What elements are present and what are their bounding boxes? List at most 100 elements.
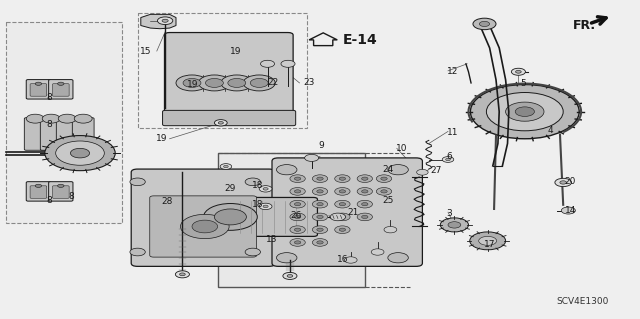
Circle shape bbox=[220, 164, 232, 169]
Circle shape bbox=[357, 200, 372, 208]
Text: 18: 18 bbox=[252, 200, 263, 209]
Circle shape bbox=[259, 186, 272, 192]
Circle shape bbox=[281, 60, 295, 67]
Text: 16: 16 bbox=[337, 256, 349, 264]
Text: 27: 27 bbox=[430, 166, 442, 175]
Text: 22: 22 bbox=[267, 78, 278, 87]
Circle shape bbox=[157, 17, 173, 25]
Circle shape bbox=[180, 273, 185, 276]
FancyBboxPatch shape bbox=[26, 80, 51, 99]
Circle shape bbox=[45, 136, 115, 171]
Circle shape bbox=[362, 177, 368, 180]
Circle shape bbox=[180, 214, 229, 239]
Circle shape bbox=[445, 158, 451, 161]
Circle shape bbox=[290, 213, 305, 221]
Circle shape bbox=[162, 19, 168, 22]
Text: 15: 15 bbox=[140, 47, 152, 56]
Text: 29: 29 bbox=[225, 184, 236, 193]
Circle shape bbox=[223, 165, 228, 168]
Text: 24: 24 bbox=[382, 165, 394, 174]
Circle shape bbox=[381, 177, 387, 180]
Circle shape bbox=[335, 213, 350, 221]
FancyBboxPatch shape bbox=[30, 84, 47, 96]
Text: 10: 10 bbox=[396, 144, 407, 153]
Circle shape bbox=[388, 253, 408, 263]
Circle shape bbox=[479, 21, 490, 26]
Circle shape bbox=[214, 120, 227, 126]
Circle shape bbox=[357, 213, 372, 221]
Circle shape bbox=[339, 203, 346, 206]
Circle shape bbox=[176, 75, 208, 91]
Text: 13: 13 bbox=[266, 235, 278, 244]
Circle shape bbox=[511, 68, 525, 75]
Text: 26: 26 bbox=[290, 211, 301, 220]
Circle shape bbox=[335, 226, 350, 234]
Circle shape bbox=[198, 75, 230, 91]
Circle shape bbox=[339, 177, 346, 180]
Circle shape bbox=[344, 257, 357, 263]
Text: 25: 25 bbox=[382, 197, 394, 205]
Circle shape bbox=[204, 204, 257, 230]
Text: 3: 3 bbox=[447, 209, 452, 218]
Circle shape bbox=[335, 175, 350, 182]
Circle shape bbox=[74, 114, 92, 123]
FancyBboxPatch shape bbox=[52, 186, 69, 198]
Text: 19: 19 bbox=[187, 80, 198, 89]
FancyBboxPatch shape bbox=[24, 118, 46, 150]
Circle shape bbox=[448, 222, 461, 228]
Circle shape bbox=[335, 188, 350, 195]
Circle shape bbox=[294, 228, 301, 231]
FancyBboxPatch shape bbox=[56, 118, 78, 150]
Circle shape bbox=[317, 203, 323, 206]
Text: 11: 11 bbox=[447, 128, 458, 137]
Circle shape bbox=[294, 177, 301, 180]
Circle shape bbox=[362, 190, 368, 193]
Circle shape bbox=[305, 154, 319, 161]
Text: 8: 8 bbox=[47, 120, 52, 129]
Circle shape bbox=[58, 82, 64, 85]
Text: 17: 17 bbox=[484, 241, 495, 249]
Circle shape bbox=[516, 70, 521, 73]
Circle shape bbox=[245, 178, 260, 186]
FancyBboxPatch shape bbox=[72, 118, 94, 150]
Circle shape bbox=[243, 75, 275, 91]
Circle shape bbox=[263, 205, 268, 208]
Text: 8: 8 bbox=[68, 192, 74, 201]
Circle shape bbox=[58, 114, 76, 123]
Circle shape bbox=[56, 141, 104, 165]
Circle shape bbox=[130, 248, 145, 256]
Circle shape bbox=[381, 190, 387, 193]
Circle shape bbox=[276, 253, 297, 263]
Text: 23: 23 bbox=[303, 78, 315, 87]
Circle shape bbox=[515, 107, 534, 116]
Circle shape bbox=[26, 114, 44, 123]
Circle shape bbox=[561, 207, 575, 214]
Text: 4: 4 bbox=[547, 126, 553, 135]
Circle shape bbox=[335, 200, 350, 208]
Text: 19: 19 bbox=[156, 134, 167, 143]
Circle shape bbox=[276, 165, 297, 175]
Polygon shape bbox=[218, 153, 365, 287]
Circle shape bbox=[245, 248, 260, 256]
Text: 5: 5 bbox=[520, 79, 526, 88]
Circle shape bbox=[560, 181, 566, 184]
Polygon shape bbox=[309, 33, 337, 46]
FancyBboxPatch shape bbox=[163, 110, 296, 126]
FancyBboxPatch shape bbox=[150, 196, 257, 257]
Text: 20: 20 bbox=[564, 177, 576, 186]
Circle shape bbox=[506, 102, 544, 121]
FancyBboxPatch shape bbox=[30, 186, 47, 198]
Circle shape bbox=[417, 169, 428, 175]
Circle shape bbox=[317, 241, 323, 244]
FancyBboxPatch shape bbox=[164, 33, 293, 124]
Circle shape bbox=[384, 226, 397, 233]
Text: SCV4E1300: SCV4E1300 bbox=[557, 297, 609, 306]
Text: 6: 6 bbox=[447, 152, 452, 161]
FancyBboxPatch shape bbox=[272, 158, 422, 266]
Circle shape bbox=[294, 190, 301, 193]
Circle shape bbox=[388, 165, 408, 175]
Circle shape bbox=[362, 215, 368, 219]
Circle shape bbox=[317, 228, 323, 231]
Text: 19: 19 bbox=[230, 47, 242, 56]
Circle shape bbox=[250, 78, 268, 87]
